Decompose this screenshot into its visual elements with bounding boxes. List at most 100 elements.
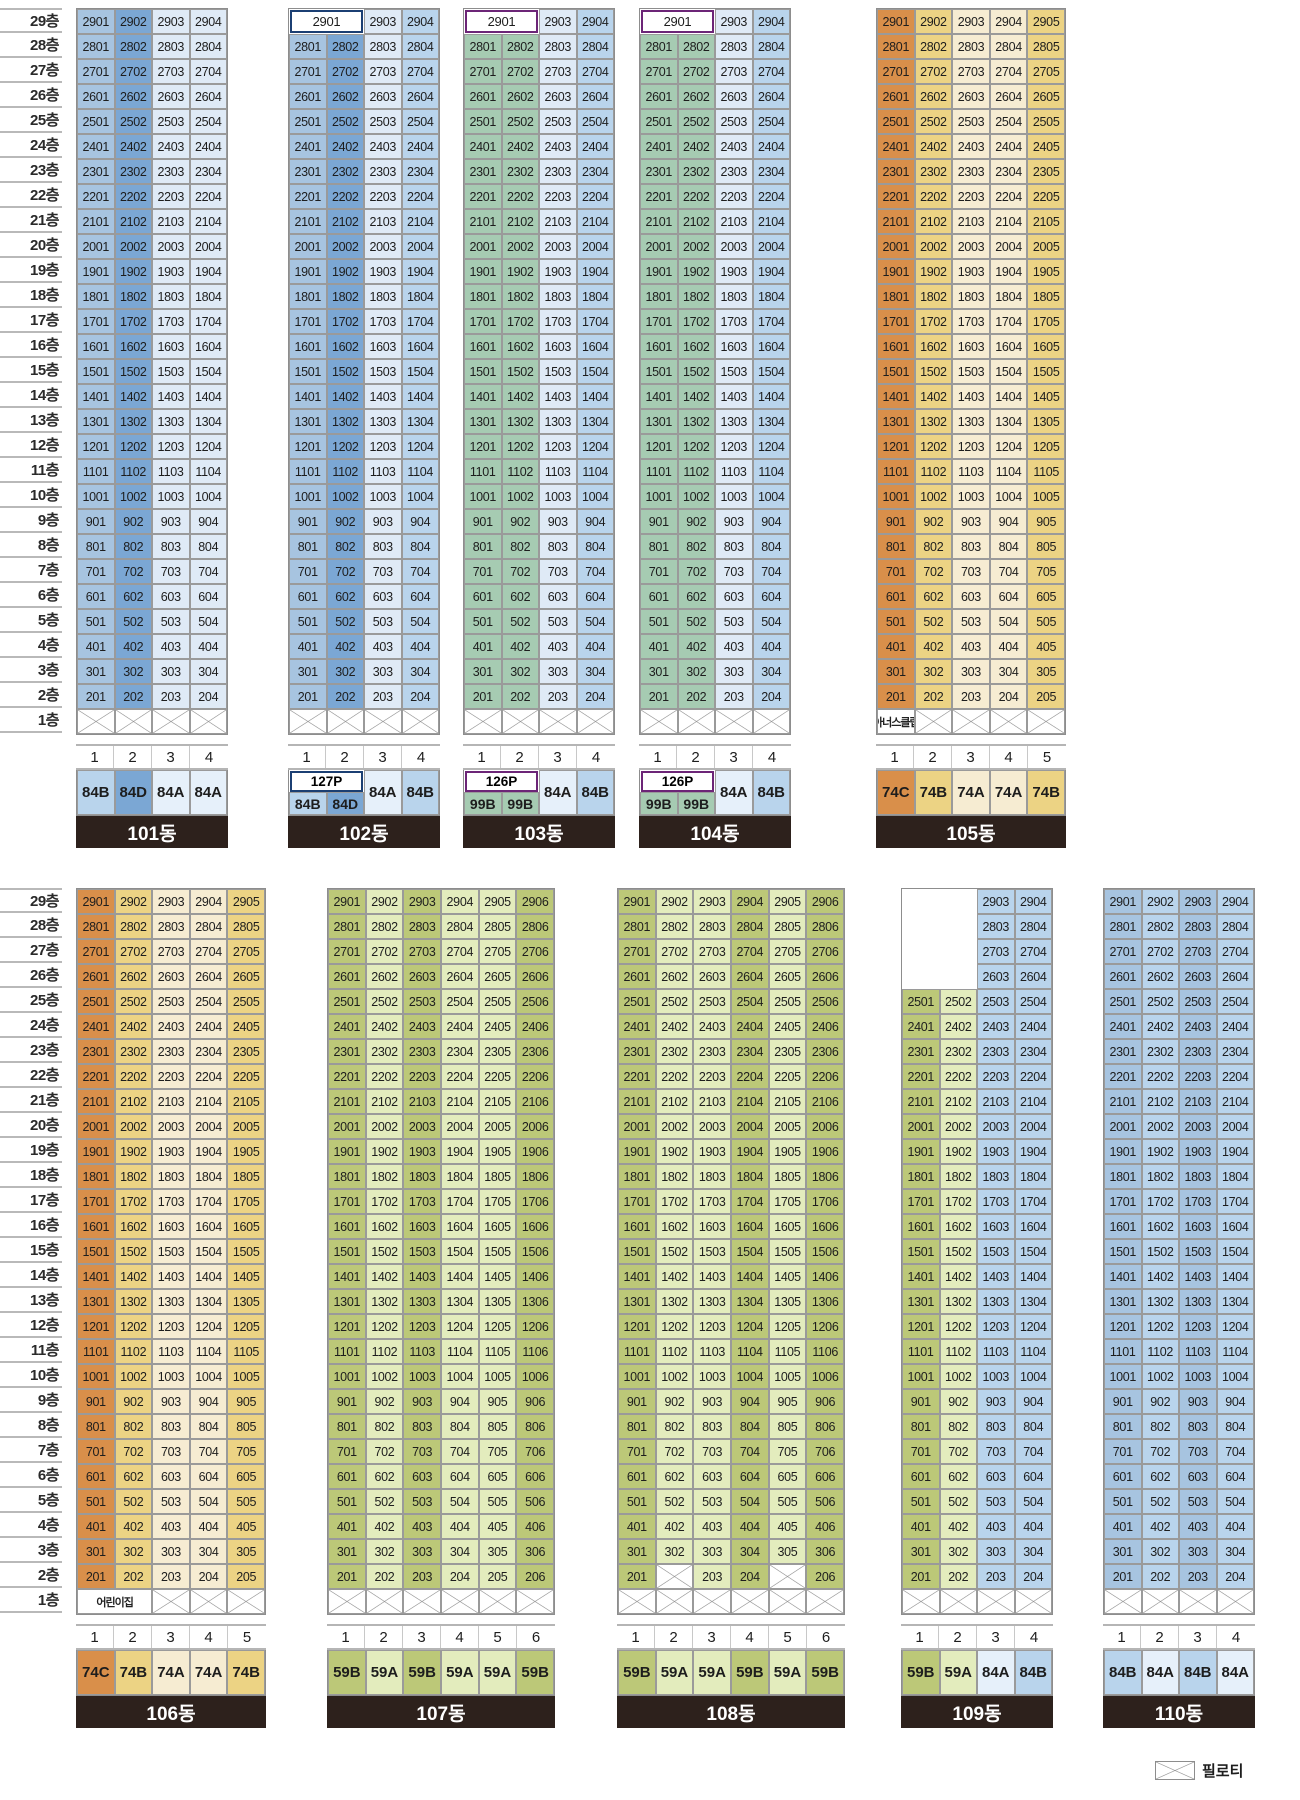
unit-cell[interactable]: 2002 [1141,1114,1179,1139]
unit-cell[interactable]: 1504 [189,359,227,384]
unit-cell[interactable]: 1705 [1027,309,1065,334]
unit-cell[interactable]: 1803 [977,1164,1015,1189]
merged-type-label[interactable]: 126P [641,771,714,792]
unit-cell[interactable]: 802 [655,1414,694,1439]
unit-cell[interactable]: 1205 [227,1314,265,1339]
unit-cell[interactable]: 1101 [289,459,327,484]
unit-cell[interactable]: 2104 [189,209,227,234]
unit-cell[interactable]: 602 [326,584,364,609]
unit-cell[interactable]: 2302 [326,159,364,184]
unit-cell[interactable]: 2501 [77,989,115,1014]
unit-cell[interactable]: 703 [364,559,402,584]
unit-cell[interactable]: 905 [768,1389,807,1414]
unit-cell[interactable]: 2804 [401,34,439,59]
unit-cell[interactable]: 504 [401,609,439,634]
unit-cell[interactable]: 2203 [977,1064,1015,1089]
unit-cell[interactable]: 1902 [939,1139,977,1164]
unit-cell[interactable]: 2302 [114,159,152,184]
unit-cell[interactable]: 1204 [1014,1314,1052,1339]
unit-cell[interactable]: 504 [189,1489,228,1514]
unit-cell[interactable]: 2303 [977,1039,1015,1064]
unit-cell[interactable]: 2303 [539,159,577,184]
unit-cell[interactable]: 1501 [464,359,502,384]
unit-cell[interactable]: 602 [939,1464,977,1489]
unit-cell[interactable]: 1202 [939,1314,977,1339]
unit-cell[interactable]: 1203 [693,1314,731,1339]
unit-cell[interactable]: 1906 [516,1139,554,1164]
unit-cell[interactable]: 702 [326,559,364,584]
unit-cell[interactable]: 503 [977,1489,1015,1514]
unit-cell[interactable]: 2904 [752,9,790,34]
unit-cell[interactable]: 1505 [1027,359,1065,384]
unit-cell[interactable]: 1804 [576,284,614,309]
unit-cell[interactable]: 2705 [768,939,807,964]
unit-cell[interactable]: 2801 [1104,914,1142,939]
unit-cell[interactable]: 2603 [715,84,753,109]
unit-cell[interactable]: 2803 [977,914,1015,939]
unit-cell[interactable]: 906 [516,1389,554,1414]
unit-cell[interactable]: 2101 [877,209,915,234]
unit-cell[interactable]: 903 [403,1389,441,1414]
unit-cell[interactable]: 1604 [1014,1214,1052,1239]
unit-cell[interactable]: 2001 [902,1114,940,1139]
unit-cell[interactable]: 1401 [77,1264,115,1289]
unit-cell[interactable]: 302 [114,659,152,684]
unit-cell[interactable]: 503 [364,609,402,634]
unit-cell[interactable]: 1402 [326,384,364,409]
unit-cell[interactable]: 501 [289,609,327,634]
unit-type-cell[interactable]: 84A [539,770,577,815]
unit-cell[interactable]: 1504 [752,359,790,384]
unit-cell[interactable]: 1904 [1014,1139,1052,1164]
unit-type-cell[interactable]: 59B [731,1650,769,1695]
unit-cell[interactable]: 2403 [1179,1014,1217,1039]
unit-cell[interactable]: 1804 [989,284,1028,309]
unit-cell[interactable]: 204 [731,1564,769,1589]
unit-cell[interactable]: 2202 [1141,1064,1179,1089]
unit-cell[interactable]: 302 [114,1539,153,1564]
unit-cell[interactable]: 1306 [516,1289,554,1314]
unit-cell[interactable]: 2801 [289,34,327,59]
unit-cell[interactable]: 2503 [977,989,1015,1014]
unit-cell[interactable]: 2102 [365,1089,404,1114]
unit-cell[interactable]: 2802 [914,34,953,59]
unit-cell[interactable]: 301 [328,1539,366,1564]
unit-cell[interactable]: 2704 [401,59,439,84]
unit-cell[interactable]: 1403 [403,1264,441,1289]
unit-cell[interactable]: 1506 [516,1239,554,1264]
unit-type-cell[interactable]: 74A [189,1650,228,1695]
unit-cell[interactable]: 2504 [401,109,439,134]
unit-cell[interactable]: 403 [977,1514,1015,1539]
unit-cell[interactable]: 306 [806,1539,844,1564]
unit-cell[interactable]: 2502 [365,989,404,1014]
unit-cell[interactable]: 2806 [806,914,844,939]
unit-cell[interactable]: 1501 [77,359,115,384]
unit-type-cell[interactable]: 84B [77,770,115,815]
unit-cell[interactable]: 2403 [152,134,190,159]
unit-cell[interactable]: 2601 [328,964,366,989]
unit-cell[interactable]: 1601 [77,334,115,359]
unit-cell[interactable]: 1002 [939,1364,977,1389]
unit-cell[interactable]: 1105 [1027,459,1065,484]
unit-cell[interactable]: 1201 [328,1314,366,1339]
unit-cell[interactable]: 1305 [768,1289,807,1314]
unit-cell[interactable]: 1201 [640,434,678,459]
unit-cell[interactable]: 2905 [768,889,807,914]
unit-cell[interactable]: 2003 [715,234,753,259]
unit-cell[interactable]: 1004 [989,484,1028,509]
unit-cell[interactable]: 703 [1179,1439,1217,1464]
unit-cell[interactable]: 2305 [478,1039,517,1064]
unit-cell[interactable]: 1601 [289,334,327,359]
unit-cell[interactable]: 1303 [952,409,990,434]
unit-cell[interactable]: 505 [478,1489,517,1514]
unit-cell[interactable]: 1904 [989,259,1028,284]
unit-cell[interactable]: 2304 [752,159,790,184]
unit-cell[interactable]: 904 [576,509,614,534]
unit-cell[interactable]: 2902 [114,9,152,34]
merged-unit-cell[interactable]: 2901 [465,10,538,33]
unit-cell[interactable]: 804 [1216,1414,1254,1439]
unit-cell[interactable]: 2604 [401,84,439,109]
unit-cell[interactable]: 2604 [189,964,228,989]
unit-cell[interactable]: 2102 [914,209,953,234]
unit-cell[interactable]: 902 [677,509,715,534]
unit-cell[interactable]: 1706 [516,1189,554,1214]
